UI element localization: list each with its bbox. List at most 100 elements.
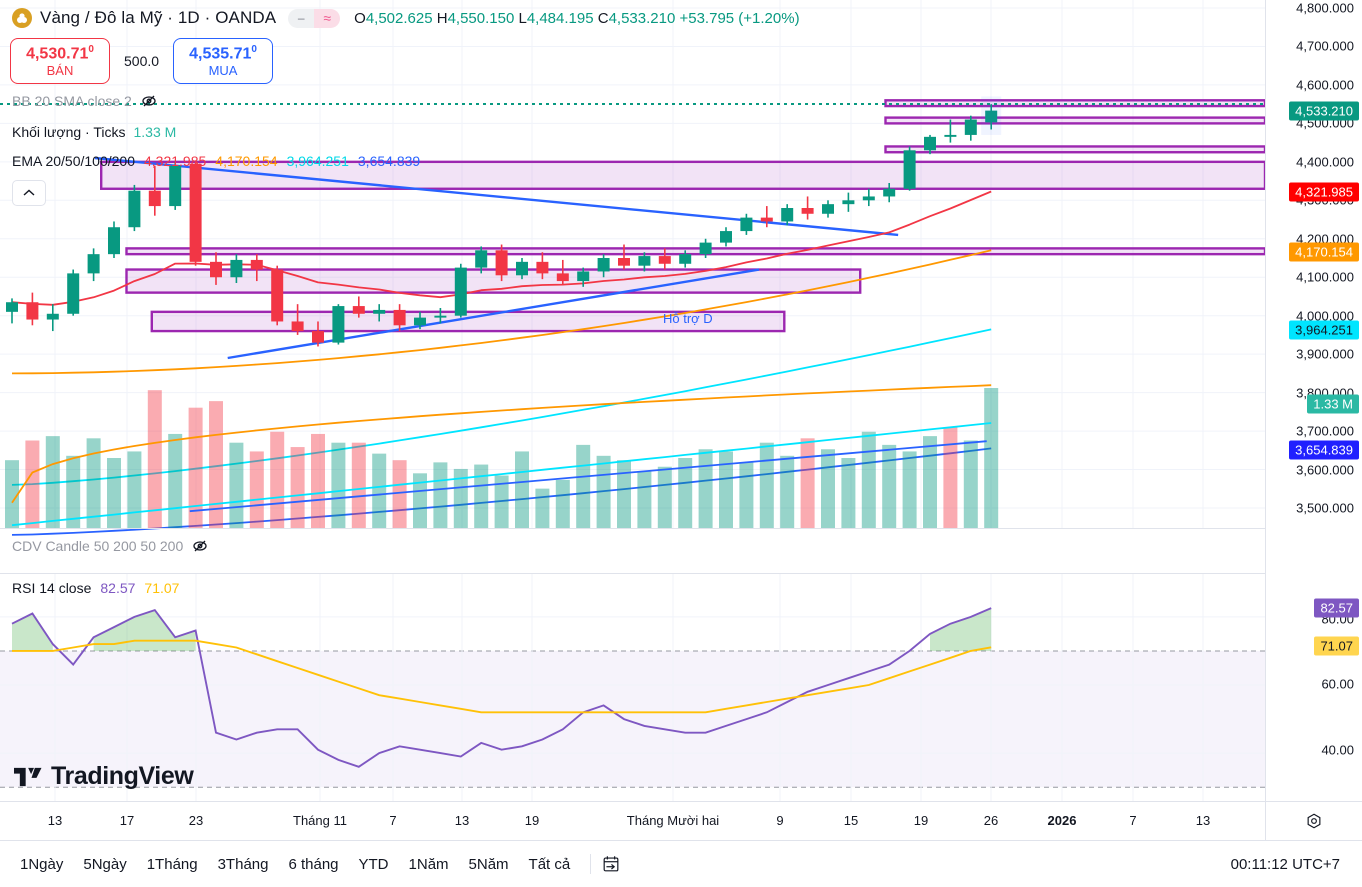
buy-price: 4,535.710: [189, 44, 257, 63]
volume-bar: [107, 458, 121, 528]
candle-body: [516, 261, 528, 276]
chip-minus-icon[interactable]: –: [288, 8, 315, 28]
candle-body: [781, 208, 794, 222]
range-button-6-tháng[interactable]: 6 tháng: [288, 855, 339, 873]
range-button-ytd[interactable]: YTD: [358, 855, 389, 873]
volume-bar: [596, 455, 611, 528]
ema100-tag[interactable]: 3,964.251: [1289, 320, 1359, 340]
ema20-tag[interactable]: 4,321.985: [1289, 182, 1359, 202]
volume-bar: [168, 433, 183, 528]
range-button-5năm[interactable]: 5Năm: [468, 855, 509, 873]
chart-settings-button[interactable]: [1265, 801, 1362, 840]
candle-body: [842, 200, 855, 205]
volume-bar: [372, 453, 387, 528]
price-tick: 3,700.000: [1296, 423, 1354, 439]
ema-20-line: [11, 190, 992, 306]
time-tick: Tháng 11: [293, 813, 347, 828]
ema200-tag[interactable]: 3,654.839: [1289, 440, 1359, 460]
range-button-1tháng[interactable]: 1Tháng: [146, 855, 198, 873]
time-tick: 23: [188, 813, 204, 828]
eye-crossed-icon[interactable]: [192, 538, 208, 554]
cdv-label: CDV Candle 50 200 50 200: [12, 538, 184, 554]
rsi-legend[interactable]: RSI 14 close 82.57 71.07: [12, 580, 179, 596]
calendar-goto-button[interactable]: [601, 854, 621, 874]
candle-body: [414, 317, 426, 326]
rsi-ma-value: 71.07: [144, 580, 180, 596]
descending-trendline: [94, 156, 899, 237]
volume-legend[interactable]: Khối lượng · Ticks 1.33 M: [12, 124, 176, 140]
last-price-tag[interactable]: 4,533.210: [1289, 101, 1359, 121]
candle-body: [189, 163, 202, 262]
time-axis[interactable]: 13 17 23 Tháng 11 7 13 19 Tháng Mười hai 9 15 19 26…: [0, 801, 1265, 840]
price-tick: 4,700.000: [1296, 38, 1354, 54]
volume-bar: [453, 468, 468, 528]
tradingview-watermark-text: TradingView: [51, 762, 194, 790]
candle-body: [924, 136, 936, 151]
volume-bar: [902, 451, 917, 528]
ema50-tag[interactable]: 4,170.154: [1289, 242, 1359, 262]
eye-crossed-icon[interactable]: [141, 93, 157, 109]
ema-legend[interactable]: EMA 20/50/100/200 4,321.985 4,170.154 3,…: [12, 153, 420, 169]
volume-bar: [657, 466, 672, 528]
volume-bar: [515, 451, 529, 528]
close-value: 4,533.210: [608, 9, 676, 27]
volume-bar: [780, 455, 795, 528]
price-tick: 3,600.000: [1296, 462, 1354, 478]
candle-body: [271, 269, 284, 322]
rsi-pane[interactable]: [0, 573, 1265, 802]
price-tick: 4,800.000: [1296, 0, 1354, 16]
volume-bar: [984, 388, 999, 528]
collapse-pane-button[interactable]: [12, 180, 46, 206]
gold-icon: [12, 8, 32, 28]
sell-price: 4,530.710: [26, 44, 94, 63]
bb-label: BB 20 SMA close 2: [12, 93, 132, 109]
low-label: L: [518, 9, 527, 27]
open-value: 4,502.625: [365, 9, 433, 27]
cdv-legend[interactable]: CDV Candle 50 200 50 200: [12, 538, 208, 554]
volume-bar: [413, 473, 427, 528]
buy-button[interactable]: 4,535.710 MUA: [173, 38, 274, 84]
volume-bar: [943, 427, 958, 528]
chart-type-chips[interactable]: – ≈: [288, 8, 341, 28]
chip-approx-icon[interactable]: ≈: [314, 8, 341, 28]
ema-100-line: [11, 328, 992, 486]
bid-ask-panel: 4,530.710 BÁN 500.0 4,535.710 MUA: [10, 38, 274, 84]
price-tick: 3,900.000: [1296, 346, 1354, 362]
candle-body: [87, 254, 100, 274]
volume-bar: [800, 438, 815, 528]
volume-bar: [66, 455, 81, 528]
candle-body: [46, 313, 59, 320]
range-button-1năm[interactable]: 1Năm: [408, 855, 449, 873]
sell-button[interactable]: 4,530.710 BÁN: [10, 38, 110, 84]
rsi-ma-tag[interactable]: 71.07: [1314, 636, 1359, 656]
price-pane[interactable]: Hỗ trợ D: [0, 0, 1267, 536]
range-button-3tháng[interactable]: 3Tháng: [217, 855, 269, 873]
symbol-title[interactable]: Vàng / Đô la Mỹ · 1D · OANDA: [40, 8, 277, 27]
bb-legend[interactable]: BB 20 SMA close 2: [12, 93, 157, 109]
price-chart-svg: [0, 0, 1267, 536]
volume-bar: [25, 440, 40, 528]
volume-bar: [209, 401, 223, 528]
resistance-zone-1: [884, 99, 1267, 108]
candle-body: [577, 271, 590, 282]
buy-label: MUA: [208, 62, 238, 78]
candle-body: [169, 165, 182, 207]
range-button-1ngày[interactable]: 1Ngày: [20, 855, 64, 873]
ema-50-line: [11, 249, 992, 375]
ema100-value: 3,964.251: [286, 153, 349, 169]
range-button-5ngày[interactable]: 5Ngày: [83, 855, 127, 873]
volume-bar: [290, 447, 305, 528]
range-button-tất-cả[interactable]: Tất cả: [528, 855, 571, 873]
candle-body: [230, 259, 243, 278]
candle-body: [291, 321, 304, 332]
price-scale[interactable]: 4,800.000 4,700.000 4,600.000 4,500.000 4,40…: [1265, 0, 1362, 801]
cdv-pane[interactable]: [0, 528, 1265, 573]
support-zone-label: Hỗ trợ D: [663, 311, 713, 326]
rsi-value-tag[interactable]: 82.57: [1314, 598, 1359, 618]
candle-body: [454, 267, 467, 316]
candle-body: [699, 242, 712, 255]
time-tick: 15: [843, 813, 859, 828]
low-value: 4,484.195: [526, 9, 594, 27]
volume-tag[interactable]: 1.33 M: [1307, 394, 1359, 414]
volume-bar: [311, 433, 325, 528]
